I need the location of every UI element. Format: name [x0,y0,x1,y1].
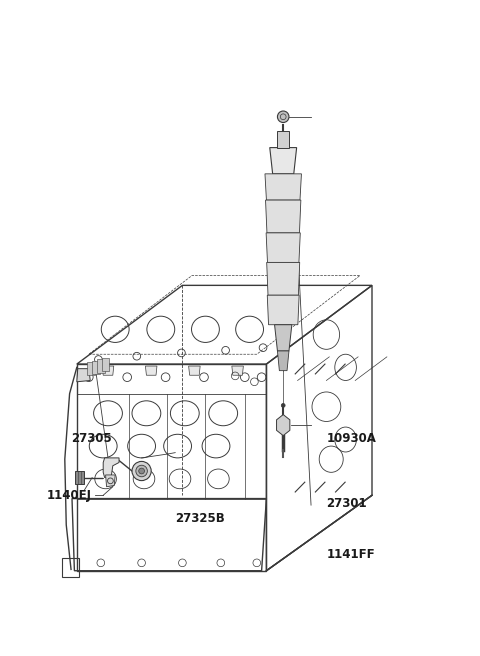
Circle shape [277,111,289,123]
Polygon shape [277,351,289,371]
Polygon shape [145,366,157,375]
Circle shape [281,403,285,407]
Polygon shape [102,358,109,371]
Polygon shape [92,361,100,374]
Polygon shape [77,369,90,382]
Polygon shape [265,200,301,233]
Text: 1141FF: 1141FF [326,548,375,561]
Polygon shape [75,471,84,484]
Polygon shape [189,366,200,375]
Polygon shape [267,295,299,325]
Circle shape [139,468,144,474]
Text: 27325B: 27325B [175,512,225,525]
Polygon shape [97,359,105,373]
Polygon shape [266,233,300,262]
Polygon shape [103,458,119,478]
Polygon shape [87,362,95,375]
Polygon shape [275,325,292,351]
Text: 10930A: 10930A [326,432,376,445]
Text: 1140EJ: 1140EJ [47,489,92,502]
Text: 27305: 27305 [71,432,112,445]
Polygon shape [276,415,290,436]
Polygon shape [267,262,300,295]
Polygon shape [232,366,243,375]
Polygon shape [277,131,289,148]
Polygon shape [106,475,115,487]
Polygon shape [270,148,297,174]
Text: 27301: 27301 [326,497,367,510]
Polygon shape [265,174,301,200]
Circle shape [132,461,151,481]
Polygon shape [102,366,114,375]
Circle shape [136,465,147,477]
